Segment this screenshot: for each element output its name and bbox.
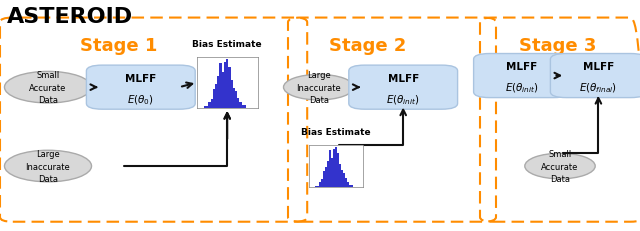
Text: MLFF: MLFF xyxy=(506,62,537,72)
Text: Bias Estimate: Bias Estimate xyxy=(193,40,262,49)
Text: Data: Data xyxy=(38,175,58,183)
Circle shape xyxy=(4,72,92,103)
FancyBboxPatch shape xyxy=(474,54,570,98)
Text: Large: Large xyxy=(307,71,331,79)
Text: Inaccurate: Inaccurate xyxy=(296,83,341,92)
Text: Accurate: Accurate xyxy=(29,83,67,92)
Text: Stage 3: Stage 3 xyxy=(520,37,596,55)
FancyBboxPatch shape xyxy=(86,66,195,110)
Text: MLFF: MLFF xyxy=(388,73,419,84)
FancyBboxPatch shape xyxy=(349,66,458,110)
Circle shape xyxy=(284,75,354,100)
Text: $E(\theta_{init})$: $E(\theta_{init})$ xyxy=(505,81,538,94)
Text: Stage 1: Stage 1 xyxy=(80,37,157,55)
Text: $E(\theta_{init})$: $E(\theta_{init})$ xyxy=(387,93,420,106)
Circle shape xyxy=(4,151,92,182)
Text: Small: Small xyxy=(548,149,572,158)
Text: $E(\theta_0)$: $E(\theta_0)$ xyxy=(127,93,154,106)
Text: Data: Data xyxy=(308,96,329,105)
Text: Data: Data xyxy=(550,175,570,183)
Text: ASTEROID: ASTEROID xyxy=(6,7,132,27)
Text: MLFF: MLFF xyxy=(583,62,614,72)
Text: Large: Large xyxy=(36,149,60,158)
FancyBboxPatch shape xyxy=(550,54,640,98)
Text: Inaccurate: Inaccurate xyxy=(26,162,70,171)
Text: Small: Small xyxy=(36,71,60,79)
Text: Data: Data xyxy=(38,96,58,105)
Text: Bias Estimate: Bias Estimate xyxy=(301,127,371,136)
Text: Stage 2: Stage 2 xyxy=(330,37,406,55)
Circle shape xyxy=(525,154,595,179)
Text: $E(\theta_{final})$: $E(\theta_{final})$ xyxy=(579,81,618,94)
Text: MLFF: MLFF xyxy=(125,73,156,84)
Text: Accurate: Accurate xyxy=(541,162,579,171)
